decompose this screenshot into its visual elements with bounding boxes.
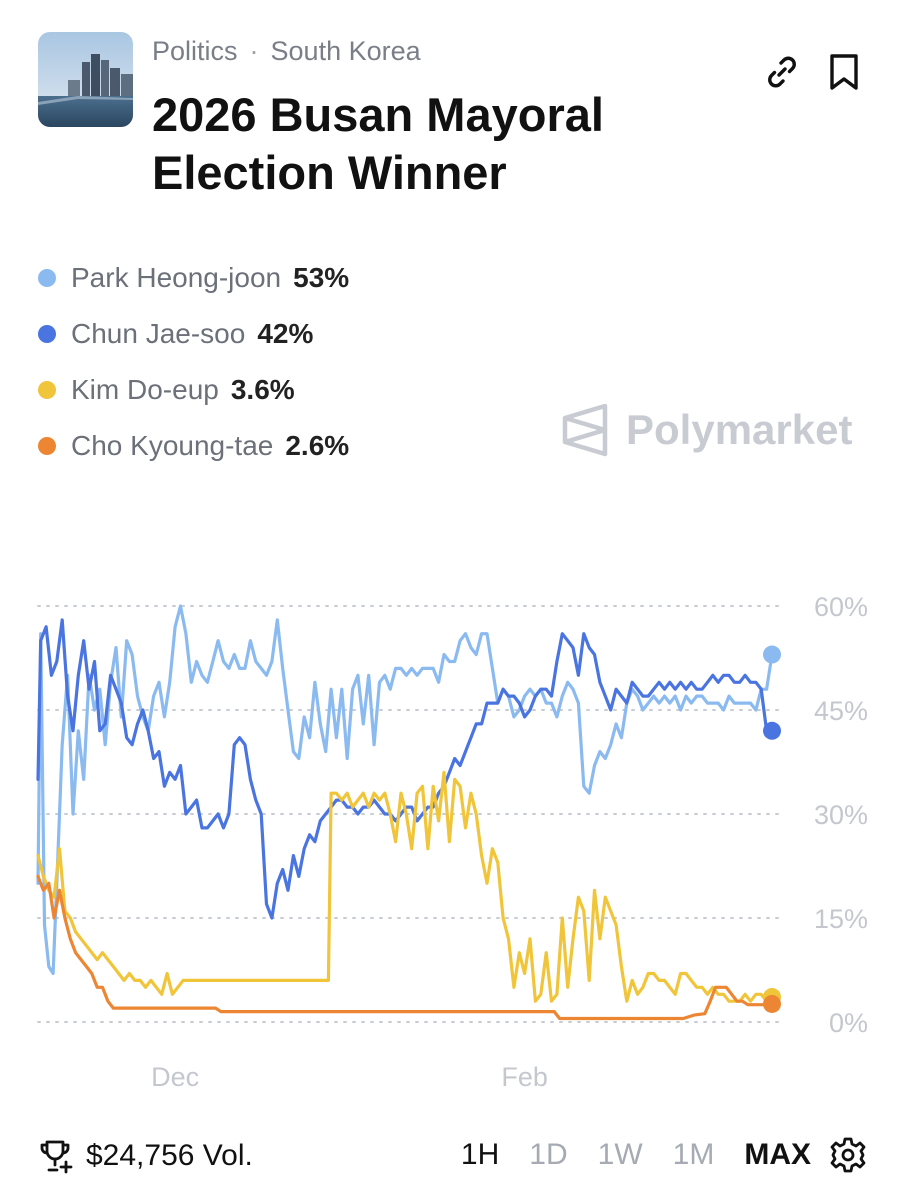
series-end-dot-0 xyxy=(763,645,781,664)
grid-layer xyxy=(37,605,781,1023)
series-line-0[interactable] xyxy=(36,604,774,976)
range-1d-button[interactable]: 1D xyxy=(529,1138,568,1171)
market-title: 2026 Busan Mayoral Election Winner xyxy=(152,88,604,199)
link-icon[interactable] xyxy=(762,52,802,92)
legend-item: Chun Jae-soo 42% xyxy=(38,306,349,362)
y-tick-label: 45% xyxy=(814,696,868,726)
polymarket-watermark: Polymarket xyxy=(560,402,852,458)
volume-text: $24,756 Vol. xyxy=(86,1139,253,1172)
price-chart[interactable]: 0% 15% 30% 45% 60% Dec Feb xyxy=(0,570,907,1100)
bookmark-icon[interactable] xyxy=(826,52,866,92)
breadcrumb: Politics · South Korea xyxy=(152,36,421,67)
y-tick-layer: 0% 15% 30% 45% 60% xyxy=(814,592,868,1038)
breadcrumb-separator: · xyxy=(249,36,259,66)
legend-value: 53% xyxy=(293,262,350,293)
range-1m-button[interactable]: 1M xyxy=(672,1138,715,1171)
range-selector: 1H 1D 1W 1M MAX xyxy=(431,1136,867,1174)
volume: $24,756 Vol. xyxy=(38,1138,253,1174)
series-line-2[interactable] xyxy=(36,770,774,1003)
legend-name: Chun Jae-soo xyxy=(71,318,246,349)
legend-name: Park Heong-joon xyxy=(71,262,282,293)
y-tick-label: 15% xyxy=(814,904,868,934)
legend-value: 42% xyxy=(257,318,314,349)
settings-gear-icon[interactable] xyxy=(829,1136,867,1174)
market-thumbnail xyxy=(38,32,133,127)
range-max-button[interactable]: MAX xyxy=(744,1138,811,1171)
x-tick-label: Dec xyxy=(151,1062,199,1092)
y-tick-label: 30% xyxy=(814,800,868,830)
series-layer xyxy=(36,604,774,1021)
breadcrumb-category[interactable]: Politics xyxy=(152,36,238,66)
series-line-3[interactable] xyxy=(36,874,774,1021)
x-tick-layer: Dec Feb xyxy=(151,1062,548,1092)
series-line-1[interactable] xyxy=(36,618,774,920)
endpoint-layer xyxy=(763,645,781,1013)
chart-footer: $24,756 Vol. 1H 1D 1W 1M MAX xyxy=(0,1130,907,1184)
legend-item: Kim Do-eup 3.6% xyxy=(38,362,349,418)
watermark-text: Polymarket xyxy=(626,406,853,453)
legend-name: Kim Do-eup xyxy=(71,374,219,405)
legend-item: Park Heong-joon 53% xyxy=(38,250,349,306)
polymarket-logo-icon xyxy=(562,403,608,457)
legend-dot xyxy=(38,325,56,343)
legend-dot xyxy=(38,269,56,287)
legend-dot xyxy=(38,437,56,455)
range-1w-button[interactable]: 1W xyxy=(597,1138,643,1171)
legend-dot xyxy=(38,381,56,399)
legend-value: 3.6% xyxy=(230,374,295,405)
series-end-dot-3 xyxy=(763,994,781,1013)
breadcrumb-country[interactable]: South Korea xyxy=(270,36,421,66)
y-tick-label: 60% xyxy=(814,592,868,622)
chart-legend: Park Heong-joon 53% Chun Jae-soo 42% Kim… xyxy=(38,250,349,474)
legend-value: 2.6% xyxy=(285,430,350,461)
trophy-icon xyxy=(40,1140,73,1174)
series-end-dot-1 xyxy=(763,721,781,740)
legend-name: Cho Kyoung-tae xyxy=(71,430,274,461)
legend-item: Cho Kyoung-tae 2.6% xyxy=(38,418,349,474)
x-tick-label: Feb xyxy=(501,1062,548,1092)
range-1h-button[interactable]: 1H xyxy=(460,1138,500,1171)
y-tick-label: 0% xyxy=(829,1008,868,1038)
